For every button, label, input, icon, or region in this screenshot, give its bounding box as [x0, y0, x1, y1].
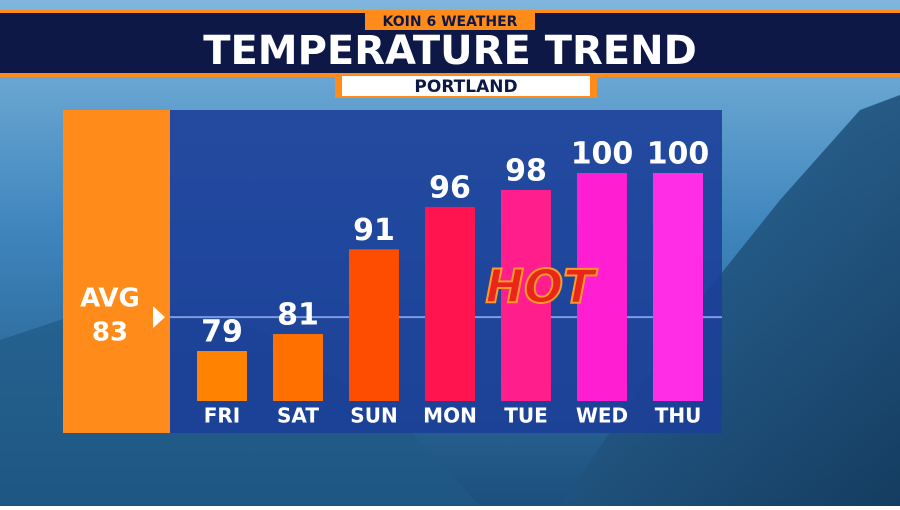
chart-title: TEMPERATURE TREND: [203, 28, 697, 74]
bar: [273, 334, 323, 401]
x-tick-label: SUN: [350, 404, 397, 428]
x-tick-label: TUE: [504, 404, 548, 428]
bar: [349, 249, 399, 401]
subtitle: PORTLAND: [414, 77, 517, 97]
network: KOIN 6 WEATHER: [383, 14, 518, 30]
x-tick-label: FRI: [204, 404, 241, 428]
bar: [577, 173, 627, 401]
value-label: 98: [505, 153, 547, 188]
value-label: 96: [429, 170, 471, 205]
bar: [501, 189, 551, 401]
value-label: 79: [201, 315, 243, 350]
value-label: 81: [277, 298, 319, 333]
annotation: HOT: [486, 260, 599, 314]
value-label: 100: [647, 137, 710, 172]
network-box: [365, 13, 535, 30]
average-label: AVG: [80, 284, 140, 314]
average-value: 83: [92, 318, 128, 348]
value-label: 91: [353, 213, 395, 248]
bar: [653, 173, 703, 401]
value-label: 100: [571, 137, 634, 172]
bar: [425, 206, 475, 401]
subtitle-box: [342, 76, 590, 96]
average-panel: [63, 110, 170, 433]
x-tick-label: WED: [576, 404, 628, 428]
average-marker: [153, 306, 165, 329]
x-tick-label: SAT: [277, 404, 319, 428]
bar: [197, 351, 247, 401]
x-tick-label: THU: [655, 404, 702, 428]
x-tick-label: MON: [423, 404, 477, 428]
header-line: [0, 10, 900, 13]
